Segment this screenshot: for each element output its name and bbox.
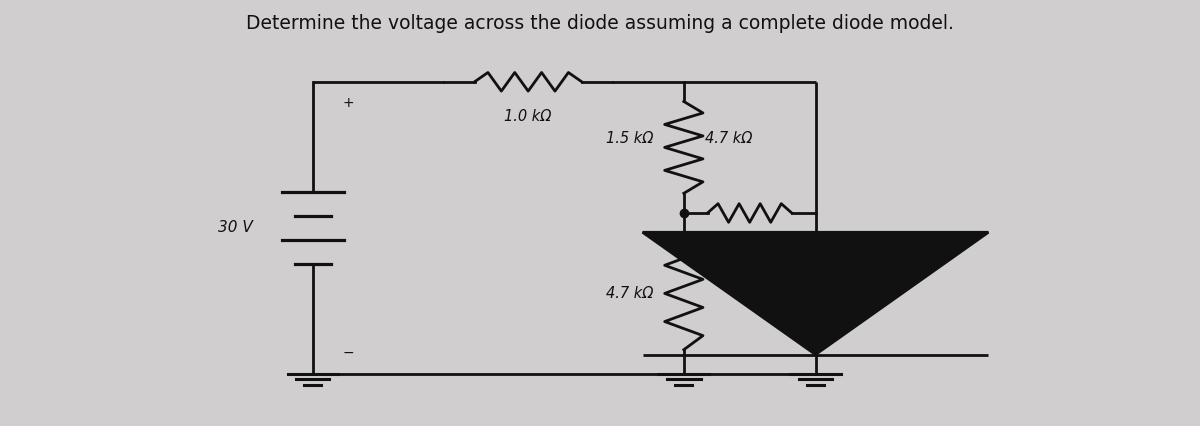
Text: 30 V: 30 V [218,220,253,235]
Text: +: + [342,96,354,110]
Text: 4.7 kΩ: 4.7 kΩ [706,132,752,147]
Text: Determine the voltage across the diode assuming a complete diode model.: Determine the voltage across the diode a… [246,14,954,33]
Text: 1.5 kΩ: 1.5 kΩ [606,132,654,147]
Polygon shape [643,232,989,354]
Text: 4.7 kΩ: 4.7 kΩ [606,286,654,301]
Text: 1.0 kΩ: 1.0 kΩ [504,109,552,124]
Text: −: − [342,345,354,360]
